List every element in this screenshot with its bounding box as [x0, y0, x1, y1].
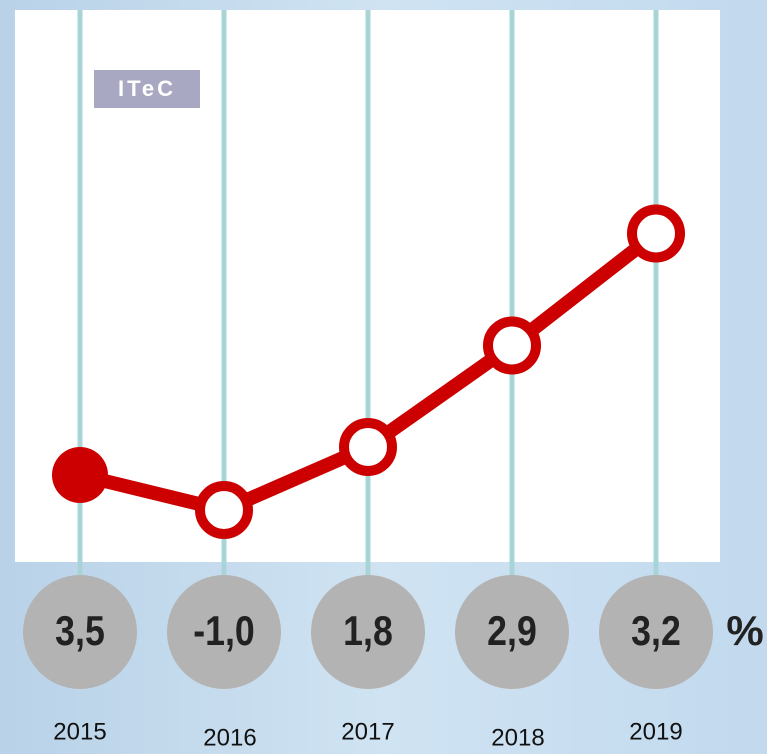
value-label: -1,0 — [193, 608, 255, 654]
badge — [94, 70, 200, 108]
value-bubble — [455, 575, 569, 689]
x-tick-label: 2019 — [629, 718, 682, 745]
x-tick-label: 2017 — [341, 718, 394, 745]
value-bubble — [23, 575, 137, 689]
value-label: 3,2 — [631, 608, 681, 654]
value-bubble — [311, 575, 425, 689]
point — [195, 481, 253, 539]
point — [52, 447, 108, 503]
value-label: 3,5 — [55, 608, 105, 654]
unit: % — [726, 607, 763, 654]
value-bubble — [599, 575, 713, 689]
point — [483, 316, 541, 375]
badge-text: ITeC — [118, 76, 176, 101]
point — [627, 204, 685, 263]
point — [339, 418, 397, 476]
x-tick-label: 2015 — [53, 718, 106, 745]
value-label: 2,9 — [487, 608, 537, 654]
x-tick-label: 2016 — [203, 724, 256, 751]
value-label: 1,8 — [343, 608, 393, 654]
value-bubble — [167, 575, 281, 689]
x-tick-label: 2018 — [491, 724, 544, 751]
